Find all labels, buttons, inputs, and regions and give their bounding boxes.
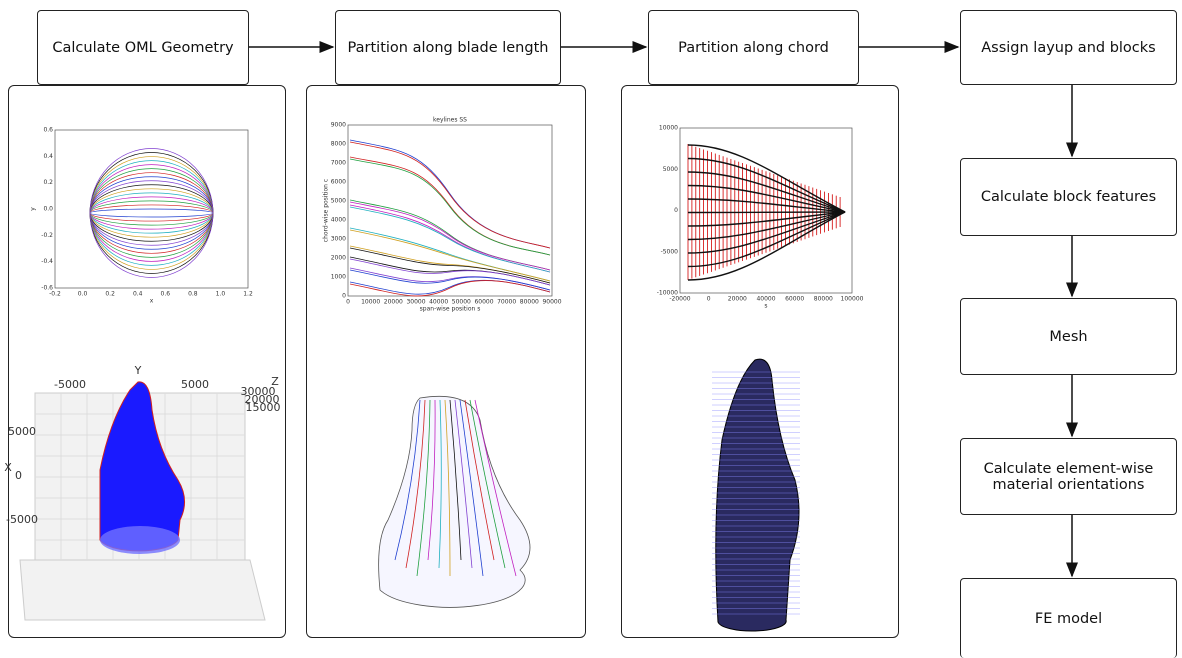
blade-wireframe (379, 396, 530, 607)
axis-name: Y (134, 364, 142, 377)
y-tick-label: 6000 (331, 179, 346, 186)
step-box: Partition along blade length (335, 10, 561, 85)
x-tick-label: 1.0 (216, 291, 226, 298)
x-tick-label: 1.2 (243, 291, 253, 298)
plot-title: keylines SS (433, 117, 467, 124)
x-tick-label: 0.0 (78, 291, 88, 298)
step-box: Calculate OML Geometry (37, 10, 249, 85)
x-tick-label: 0 (707, 296, 711, 303)
y-tick-label: 3000 (331, 236, 346, 243)
y-tick-label: -10000 (657, 290, 678, 297)
x-axis-label: s (764, 303, 767, 310)
y-tick-label: 0.0 (43, 206, 53, 213)
tick-label: 5000 (181, 378, 209, 391)
blade-base (100, 526, 180, 554)
x-axis-label: x (150, 298, 154, 305)
y-tick-label: 0.2 (43, 179, 53, 186)
x-tick-label: 60000 (474, 299, 493, 306)
y-tick-label: 0.4 (43, 153, 53, 160)
step-box: Partition along chord (648, 10, 859, 85)
pipeline-box: Calculate block features (960, 158, 1177, 236)
x-tick-label: 0.4 (133, 291, 143, 298)
x-tick-label: 90000 (542, 299, 561, 306)
x-tick-label: 0.6 (161, 291, 171, 298)
x-tick-label: 10000 (361, 299, 380, 306)
x-axis-label: span-wise position s (420, 306, 481, 313)
keyline (688, 212, 845, 213)
x-tick-label: 30000 (406, 299, 425, 306)
plot-frame (348, 125, 552, 296)
x-tick-label: 0 (346, 299, 350, 306)
y-axis-label: y (30, 207, 37, 211)
y-tick-label: 0 (674, 207, 678, 214)
y-tick-label: 5000 (331, 198, 346, 205)
x-tick-label: 60000 (785, 296, 804, 303)
y-tick-label: -0.6 (41, 285, 53, 292)
x-tick-label: -0.2 (49, 291, 61, 298)
x-tick-label: 80000 (814, 296, 833, 303)
tick-label: -5000 (54, 378, 86, 391)
y-tick-label: 8000 (331, 141, 346, 148)
y-tick-label: 7000 (331, 160, 346, 167)
y-tick-label: 0.6 (43, 127, 53, 134)
page: -0.2 0.0 0.2 0.4 0.6 0.8 1.0 1.2 0.6 0.4 0.2 0.0 -0.… (0, 0, 1182, 652)
y-tick-label: 0 (342, 293, 346, 300)
y-tick-label: 2000 (331, 255, 346, 262)
tick-label: 0 (15, 469, 22, 482)
y-tick-label: 10000 (659, 125, 678, 132)
axis-name: X (4, 461, 12, 474)
tick-label: -5000 (6, 513, 38, 526)
x-tick-label: 40000 (429, 299, 448, 306)
y-tick-label: 1000 (331, 274, 346, 281)
x-tick-label: 40000 (756, 296, 775, 303)
pipeline-box: Mesh (960, 298, 1177, 375)
x-tick-label: 100000 (841, 296, 864, 303)
x-tick-label: 20000 (384, 299, 403, 306)
blade-mesh (716, 359, 799, 631)
x-tick-label: 80000 (520, 299, 539, 306)
tick-label: 5000 (8, 425, 36, 438)
y-tick-label: 9000 (331, 122, 346, 129)
y-axis-label: chord-wise position c (323, 179, 330, 242)
y-tick-label: -0.2 (41, 232, 53, 239)
y-tick-label: -0.4 (41, 258, 53, 265)
x-tick-label: 70000 (497, 299, 516, 306)
y-tick-label: -5000 (661, 248, 679, 255)
pipeline-box: FE model (960, 578, 1177, 658)
tick-label: 15000 (246, 401, 281, 414)
pipeline-box: Calculate element-wise material orientat… (960, 438, 1177, 515)
y-tick-label: 5000 (663, 166, 678, 173)
x-tick-label: 0.2 (105, 291, 115, 298)
x-tick-label: 50000 (452, 299, 471, 306)
x-tick-label: 20000 (728, 296, 747, 303)
x-tick-label: -20000 (669, 296, 690, 303)
y-tick-label: 4000 (331, 217, 346, 224)
x-tick-label: 0.8 (188, 291, 198, 298)
step-box: Assign layup and blocks (960, 10, 1177, 85)
